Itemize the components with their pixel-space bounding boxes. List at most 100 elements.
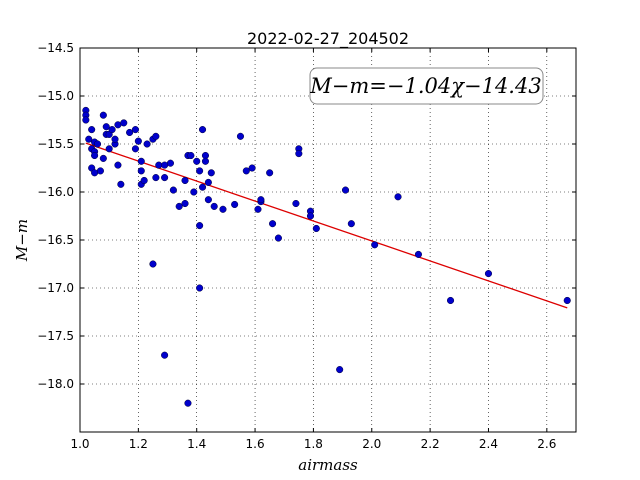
data-point [137, 157, 145, 165]
data-point [231, 200, 239, 209]
data-point [371, 241, 379, 249]
data-point [193, 157, 201, 165]
data-point [306, 212, 315, 220]
data-point [120, 119, 128, 127]
y-tick-label: −18.0 [37, 377, 74, 391]
y-axis-ticks: −14.5 −15.0 −15.5 −16.0 −16.5 −17.0 −17.5 −18.0 [37, 41, 576, 391]
data-point [82, 116, 90, 124]
data-point [394, 193, 402, 201]
chart-title: 2022-02-27_204502 [247, 29, 409, 49]
y-tick-label: −16.5 [37, 233, 74, 247]
data-point [196, 284, 204, 292]
data-point [149, 260, 157, 268]
data-point [198, 183, 207, 191]
data-point [140, 176, 148, 185]
data-point [341, 186, 350, 194]
x-tick-label: 1.8 [304, 437, 323, 451]
x-tick-label: 1.0 [70, 437, 89, 451]
data-point [204, 196, 212, 204]
x-axis-ticks: 1.0 1.2 1.4 1.6 1.8 2.0 2.2 2.4 2.6 [70, 48, 556, 451]
data-point [187, 151, 195, 160]
data-point [248, 164, 256, 172]
data-point [131, 145, 139, 153]
data-point [99, 111, 107, 119]
x-axis-label: airmass [298, 456, 358, 474]
data-point [336, 366, 344, 374]
data-point [134, 137, 142, 145]
data-point [196, 167, 204, 175]
x-tick-label: 2.4 [479, 437, 498, 451]
data-point [184, 399, 192, 407]
data-point [292, 199, 300, 208]
data-point [236, 132, 245, 140]
x-tick-label: 2.6 [537, 437, 556, 451]
data-point [196, 222, 204, 230]
y-tick-label: −14.5 [37, 41, 74, 55]
data-point [269, 220, 277, 228]
fit-legend-frame [309, 67, 544, 105]
data-point [190, 188, 198, 196]
data-point [198, 126, 207, 134]
data-point [210, 202, 218, 210]
x-tick-label: 2.2 [421, 437, 440, 451]
fit-legend-box: M−m=−1.04χ−14.43 [309, 67, 544, 105]
data-points [82, 106, 571, 407]
y-tick-label: −15.0 [37, 89, 74, 103]
data-point [207, 169, 215, 177]
data-point [219, 205, 227, 213]
y-tick-label: −17.0 [37, 281, 74, 295]
y-tick-label: −16.0 [37, 185, 74, 199]
data-point [131, 126, 139, 134]
data-point [143, 140, 151, 148]
data-point [484, 270, 493, 278]
data-point [414, 250, 422, 258]
data-point [91, 151, 99, 160]
data-point [85, 135, 93, 143]
data-point [137, 167, 145, 175]
data-point [204, 178, 212, 186]
y-axis-label: M−m [13, 219, 31, 262]
data-point [93, 140, 102, 148]
x-tick-label: 2.0 [362, 437, 381, 451]
fit-line [85, 142, 568, 309]
x-tick-label: 1.6 [246, 437, 265, 451]
data-point [108, 126, 116, 134]
data-point [175, 202, 183, 210]
data-point [181, 176, 189, 185]
data-point [99, 154, 107, 162]
data-point [152, 132, 160, 140]
data-point [126, 128, 134, 137]
data-point [312, 224, 320, 233]
data-point [295, 150, 303, 158]
data-point [257, 196, 265, 204]
data-point [114, 161, 122, 169]
data-point [111, 135, 119, 143]
data-point [347, 220, 355, 228]
data-point [166, 159, 174, 167]
data-point [266, 169, 274, 177]
data-point [169, 186, 177, 194]
x-tick-label: 1.4 [187, 437, 206, 451]
y-tick-label: −17.5 [37, 329, 74, 343]
data-point [152, 174, 160, 182]
data-point [254, 205, 262, 213]
data-point [105, 145, 113, 153]
fit-equation: M−m=−1.04χ−14.43 [309, 74, 541, 98]
data-point [446, 296, 455, 305]
grid [79, 47, 576, 432]
x-tick-label: 1.2 [129, 437, 148, 451]
data-point [161, 351, 169, 359]
data-point [96, 167, 104, 175]
y-tick-label: −15.5 [37, 137, 74, 151]
data-point [181, 199, 189, 208]
data-point [88, 126, 96, 134]
data-point [242, 167, 250, 175]
data-point [563, 296, 571, 305]
data-point [117, 180, 125, 188]
data-point [102, 123, 110, 131]
data-point [161, 174, 169, 182]
data-point [201, 157, 210, 165]
fit-line-group [85, 142, 568, 309]
data-point [274, 234, 282, 242]
